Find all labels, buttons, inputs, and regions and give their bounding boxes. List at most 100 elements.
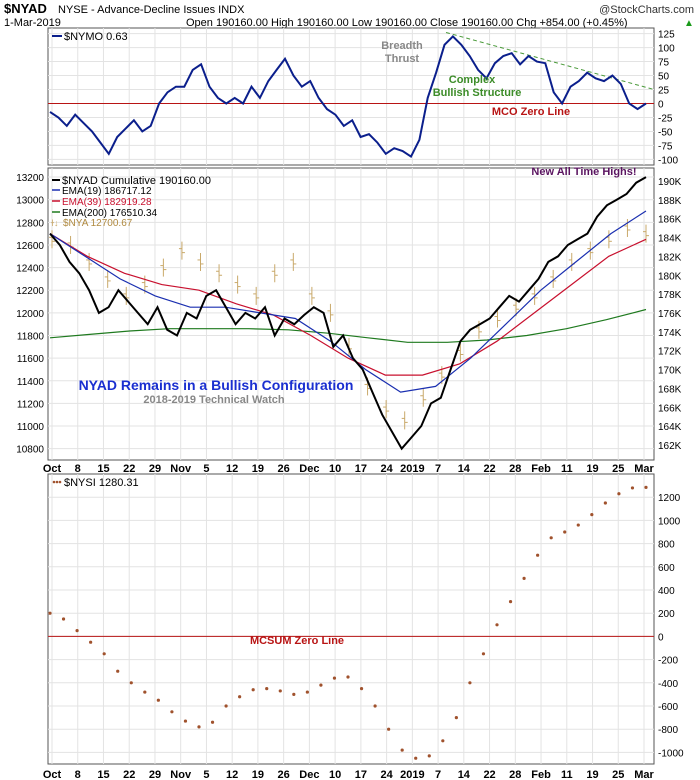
x-tick-label: 28 xyxy=(509,463,521,475)
mcsum-y-tick-label: -1000 xyxy=(658,748,684,759)
cumulative-y-tick-label: 12000 xyxy=(16,309,44,320)
cumulative-right-tick-label: 176K xyxy=(658,309,682,320)
mco-y-tick-label: 50 xyxy=(658,72,670,83)
mcsum-y-tick-label: 1200 xyxy=(658,493,681,504)
mcsum-point xyxy=(495,623,499,627)
mcsum-panel-frame xyxy=(47,473,655,765)
mcsum-point xyxy=(441,739,445,743)
x-tick-label: Mar xyxy=(634,769,654,780)
axis-tick-layer: Oct Oct 8 8 15 15 22 22 29 29 Nov Nov 5 5 12 12 19 19 26 26… xyxy=(16,30,684,780)
mcsum-point xyxy=(644,485,648,489)
x-tick-label: 26 xyxy=(278,769,290,780)
cumulative-right-tick-label: 170K xyxy=(658,366,682,377)
x-tick-label: 8 xyxy=(75,463,81,475)
header-date: 1-Mar-2019 xyxy=(4,17,61,29)
legend-label-ema39: EMA(39) 182919.28 xyxy=(62,197,152,208)
x-tick-label: 17 xyxy=(355,463,367,475)
mcsum-point xyxy=(319,683,323,687)
cumulative-y-tick-label: 12200 xyxy=(16,286,44,297)
cumulative-right-tick-label: 164K xyxy=(658,422,682,433)
x-tick-label: 12 xyxy=(226,463,238,475)
mco-panel-frame xyxy=(47,27,655,166)
mcsum-y-tick-label: 200 xyxy=(658,609,675,620)
x-tick-label: 7 xyxy=(435,769,441,780)
complex-structure-label-2: Bullish Structure xyxy=(433,87,522,99)
mcsum-point xyxy=(89,640,93,644)
mcsum-point xyxy=(292,692,296,697)
x-tick-label: 5 xyxy=(203,463,209,475)
mcsum-point xyxy=(305,690,309,694)
mcsum-point xyxy=(468,681,472,685)
mco-legend-label: $NYMO 0.63 xyxy=(64,31,128,43)
x-tick-label: 19 xyxy=(586,769,598,780)
cumulative-y-tick-label: 12800 xyxy=(16,218,44,229)
x-tick-label: 29 xyxy=(149,769,161,780)
legend-label-ema200: EMA(200) 176510.34 xyxy=(62,208,158,219)
cumulative-right-tick-label: 168K xyxy=(658,384,682,395)
mcsum-point xyxy=(508,600,513,604)
mco-legend: $NYMO 0.63 xyxy=(52,31,128,43)
mcsum-point xyxy=(630,486,635,490)
x-tick-label: 11 xyxy=(561,769,573,780)
header-change-arrow: ▲ xyxy=(684,18,694,29)
mcsum-point xyxy=(617,492,621,496)
cumulative-y-tick-label: 11400 xyxy=(17,377,45,388)
cumulative-right-tick-label: 190K xyxy=(658,177,682,188)
ema200-line xyxy=(49,308,647,343)
x-tick-label: 26 xyxy=(278,463,290,475)
x-tick-label: 10 xyxy=(329,769,341,780)
mco-series-line xyxy=(49,34,647,159)
mco-y-tick-label: -75 xyxy=(658,141,673,152)
symbol-description: NYSE - Advance-Decline Issues INDX xyxy=(58,4,245,16)
x-tick-label: Mar xyxy=(634,463,654,475)
cumulative-right-tick-label: 172K xyxy=(658,347,682,358)
mcsum-point xyxy=(75,629,79,633)
breadth-thrust-label-2: Thrust xyxy=(385,53,420,65)
x-tick-label: 22 xyxy=(123,463,135,475)
technical-watch-label: 2018-2019 Technical Watch xyxy=(143,394,285,406)
x-tick-label: 7 xyxy=(435,463,441,475)
x-tick-label: 28 xyxy=(509,769,521,780)
mcsum-point xyxy=(563,530,567,534)
mcsum-y-tick-label: 600 xyxy=(658,563,675,574)
x-tick-label: 2019 xyxy=(400,769,424,780)
mcsum-y-tick-label: 1000 xyxy=(658,516,681,527)
mcsum-point xyxy=(129,681,133,685)
complex-structure-label-1: Complex xyxy=(449,74,496,86)
x-tick-label: 12 xyxy=(226,769,238,780)
cumulative-panel-frame xyxy=(47,167,655,461)
mcsum-point xyxy=(197,725,201,729)
cumulative-y-tick-label: 12600 xyxy=(16,241,44,252)
cumulative-y-tick-label: 10800 xyxy=(16,445,44,456)
mco-y-tick-label: 25 xyxy=(658,86,670,97)
nyad-cumulative-line xyxy=(49,176,647,451)
cumulative-y-tick-label: 12400 xyxy=(16,264,44,275)
mcsum-point xyxy=(576,523,580,527)
mcsum-point xyxy=(102,652,106,656)
mco-zero-line-label: MCO Zero Line xyxy=(492,106,570,118)
x-tick-label: 29 xyxy=(149,463,161,475)
mco-y-tick-label: -100 xyxy=(658,155,678,166)
legend-label-nya: $NYA 12700.67 xyxy=(63,218,133,229)
x-tick-label: 25 xyxy=(612,463,624,475)
grid-layer xyxy=(48,28,654,764)
mcsum-point xyxy=(373,704,377,708)
x-tick-label: Dec xyxy=(299,769,319,780)
legend-label-cum: $NYAD Cumulative 190160.00 xyxy=(62,175,211,187)
x-tick-label: Dec xyxy=(299,463,319,475)
cumulative-right-tick-label: 186K xyxy=(658,215,682,226)
x-tick-label: Feb xyxy=(531,463,551,475)
new-highs-label: New All Time Highs! xyxy=(531,166,636,178)
x-tick-label: 24 xyxy=(380,463,393,475)
symbol-title: $NYAD xyxy=(4,1,47,16)
mco-y-tick-label: -50 xyxy=(658,127,673,138)
stockcharts-watermark: @StockCharts.com xyxy=(599,4,694,16)
mcsum-point xyxy=(116,669,120,673)
mcsum-legend-label: $NYSI 1280.31 xyxy=(64,477,139,489)
x-tick-label: 24 xyxy=(380,769,393,780)
mcsum-point xyxy=(400,748,404,752)
mcsum-point xyxy=(346,675,350,679)
mcsum-y-tick-label: -200 xyxy=(658,656,678,667)
cumulative-right-tick-label: 188K xyxy=(658,196,682,207)
